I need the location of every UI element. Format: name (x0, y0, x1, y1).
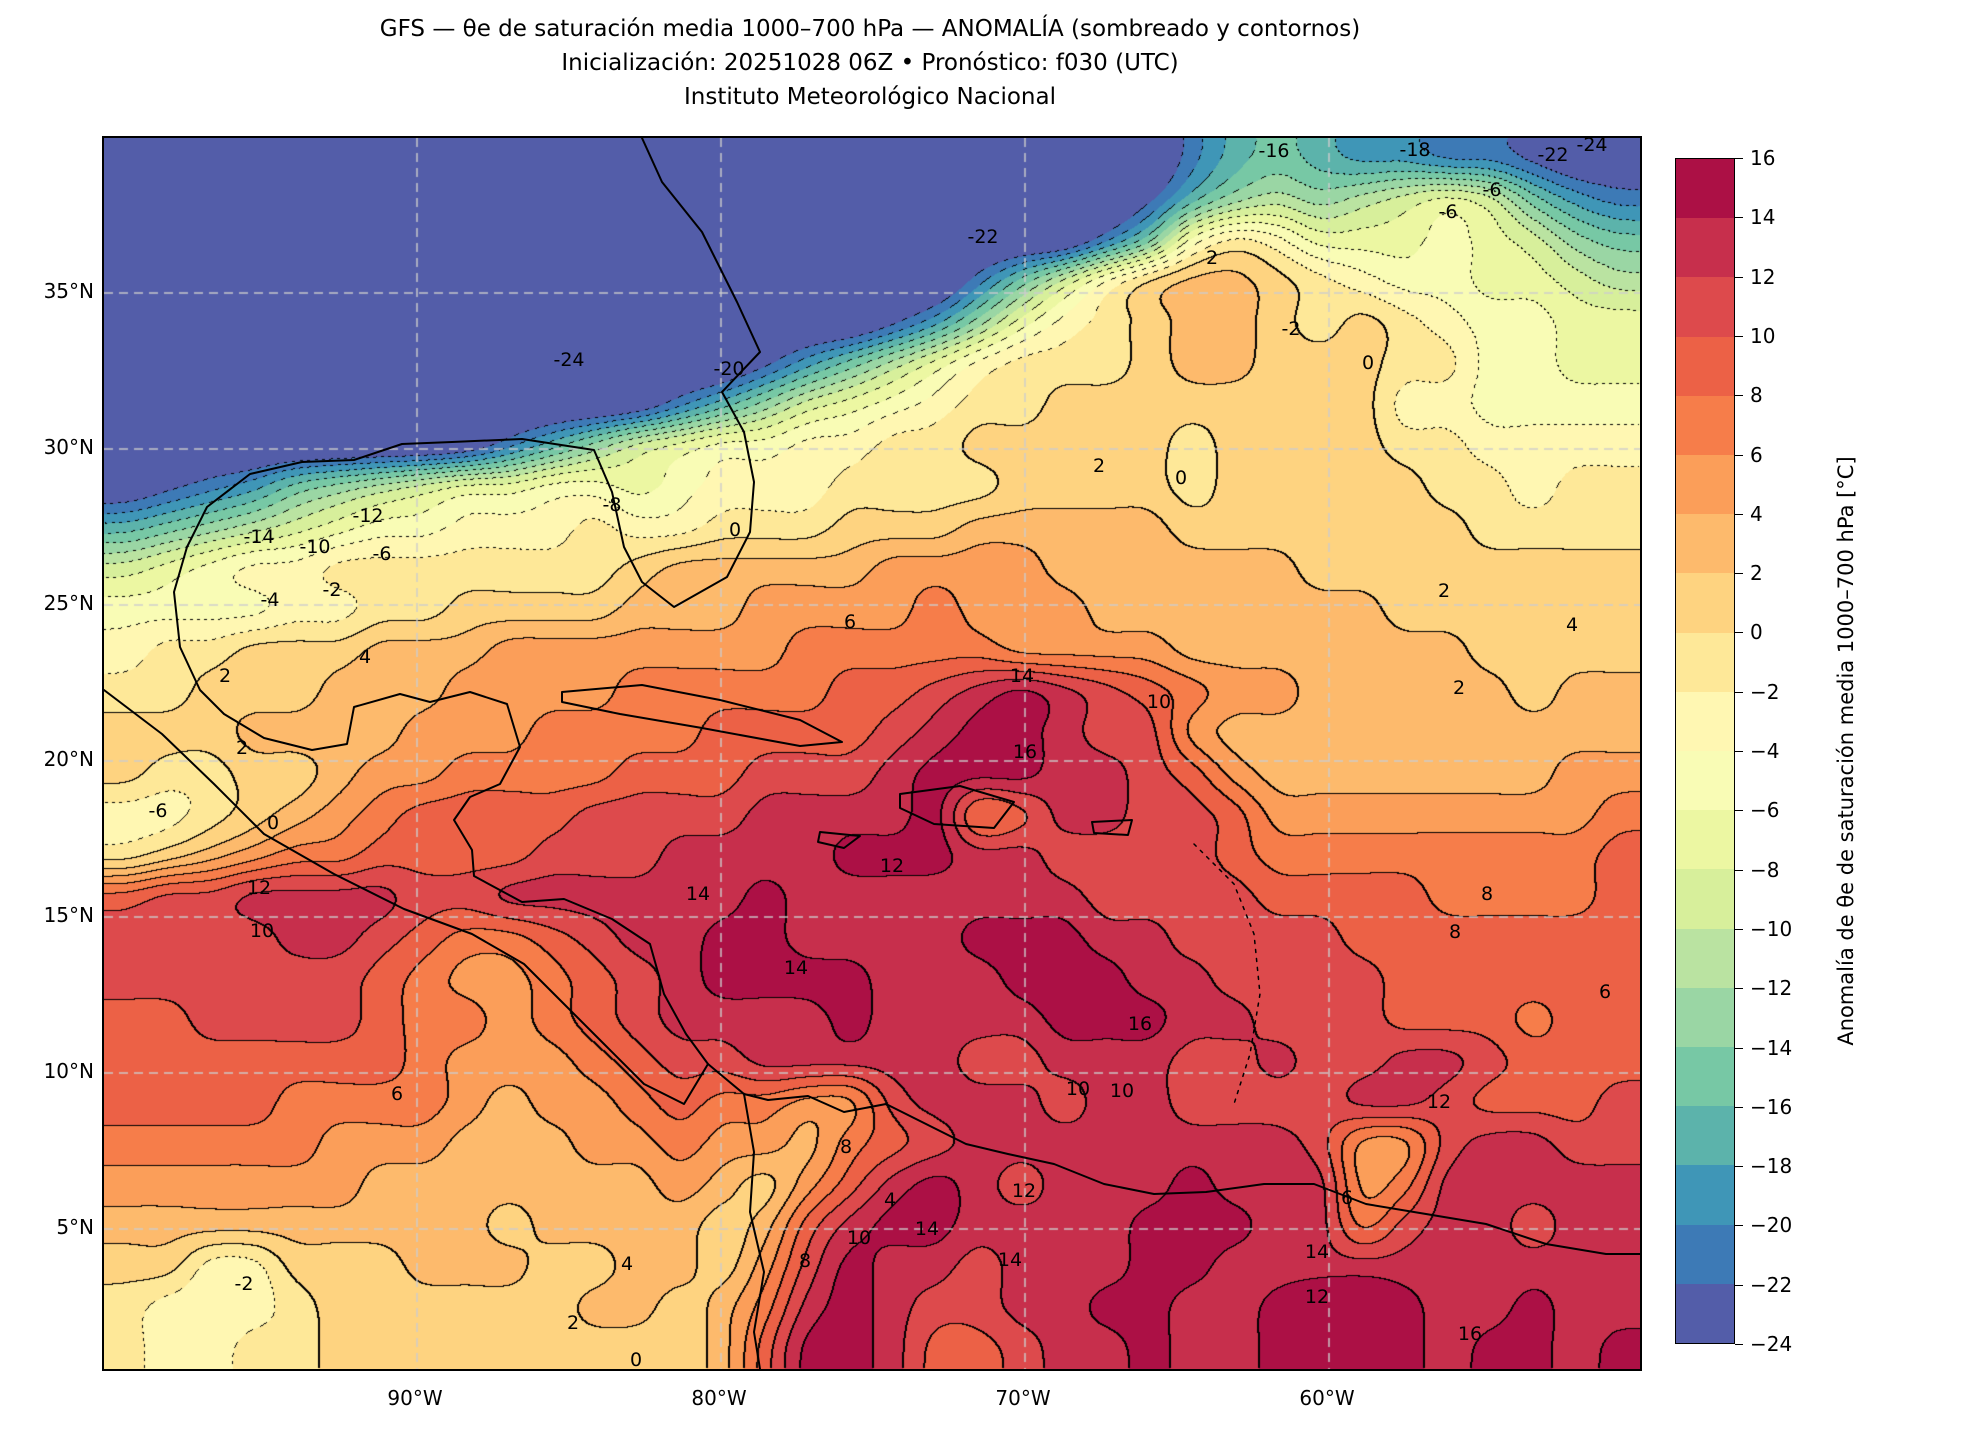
colorbar-tick-label: 6 (1750, 442, 1763, 467)
colorbar-tick-label: 8 (1750, 383, 1763, 408)
x-axis-tick-label: 90°W (387, 1386, 443, 1410)
colorbar-tickmark (1735, 335, 1743, 337)
colorbar-segment (1676, 573, 1734, 633)
colorbar-tickmark (1735, 1344, 1743, 1345)
x-axis-tick-label: 60°W (1299, 1386, 1355, 1410)
anomaly-shading-canvas (104, 138, 1640, 1369)
colorbar-segment (1676, 691, 1734, 752)
colorbar (1675, 158, 1735, 1344)
colorbar-tickmark (1735, 158, 1743, 159)
colorbar-tick-label: −6 (1750, 798, 1780, 823)
colorbar-tick-label: 4 (1750, 501, 1763, 526)
colorbar-segment (1676, 1047, 1734, 1107)
chart-title: GFS — θe de saturación media 1000–700 hP… (379, 16, 1361, 42)
colorbar-tick-label: 14 (1750, 205, 1776, 230)
y-axis-tick-label: 25°N (43, 591, 94, 615)
colorbar-tick-label: 10 (1750, 323, 1776, 348)
colorbar-tick-label: −8 (1750, 857, 1780, 882)
colorbar-tick-label: −4 (1750, 739, 1780, 763)
colorbar-segment (1676, 632, 1734, 692)
colorbar-segment (1676, 1224, 1734, 1284)
colorbar-tickmark (1735, 395, 1743, 397)
colorbar-segment (1676, 869, 1734, 929)
colorbar-tick-label: 16 (1750, 146, 1776, 170)
colorbar-tickmark (1735, 573, 1743, 575)
colorbar-tickmark (1735, 513, 1743, 515)
colorbar-segment (1676, 987, 1734, 1048)
colorbar-segment (1676, 514, 1734, 574)
colorbar-tickmark (1735, 1166, 1743, 1168)
colorbar-tick-label: −2 (1750, 679, 1780, 704)
chart-institution: Instituto Meteorológico Nacional (684, 84, 1056, 110)
colorbar-tickmark (1735, 217, 1743, 219)
colorbar-segment (1676, 336, 1734, 396)
colorbar-segment (1676, 455, 1734, 515)
colorbar-tickmark (1735, 454, 1743, 456)
colorbar-segment (1676, 277, 1734, 337)
colorbar-tick-label: −10 (1750, 916, 1793, 941)
colorbar-tickmark (1735, 1225, 1743, 1227)
colorbar-tickmark (1735, 1106, 1743, 1108)
colorbar-tickmark (1735, 988, 1743, 990)
colorbar-tick-label: 2 (1750, 561, 1763, 586)
colorbar-axis-label: Anomalía de θe de saturación media 1000–… (1834, 456, 1858, 1046)
colorbar-segment (1676, 218, 1734, 278)
y-axis-tick-label: 35°N (43, 279, 94, 303)
colorbar-segment (1676, 1106, 1734, 1166)
map-plot-area: -16 -18 -22 -24 -6 -6 -22 -20 -24 2 -2 0 -8 0 -10 -6 -4-… (102, 134, 1642, 1371)
y-axis-tick-label: 30°N (43, 435, 94, 459)
colorbar-segment (1676, 159, 1734, 219)
colorbar-tickmark (1735, 632, 1743, 634)
colorbar-tick-label: −22 (1750, 1272, 1793, 1297)
colorbar-tickmark (1735, 1047, 1743, 1049)
colorbar-segment (1676, 395, 1734, 456)
colorbar-tick-label: −16 (1750, 1094, 1793, 1119)
colorbar-tickmark (1735, 751, 1743, 752)
colorbar-tickmark (1735, 276, 1743, 278)
colorbar-tickmark (1735, 691, 1743, 693)
x-axis-tick-label: 80°W (691, 1386, 747, 1410)
colorbar-tick-label: −20 (1750, 1213, 1793, 1238)
colorbar-tick-label: −14 (1750, 1035, 1793, 1060)
colorbar-segment (1676, 810, 1734, 870)
x-axis-tick-label: 70°W (995, 1386, 1051, 1410)
colorbar-tickmark (1735, 1284, 1743, 1286)
y-axis-tick-label: 10°N (43, 1059, 94, 1083)
colorbar-tick-label: −12 (1750, 976, 1793, 1001)
colorbar-tick-label: 12 (1750, 264, 1776, 289)
chart-subtitle-init-forecast: Inicialización: 20251028 06Z • Pronóstic… (561, 50, 1179, 76)
y-axis-tick-label: 15°N (43, 903, 94, 927)
colorbar-tickmark (1735, 869, 1743, 871)
y-axis-tick-label: 20°N (43, 747, 94, 771)
colorbar-tick-label: −18 (1750, 1154, 1793, 1179)
colorbar-tickmark (1735, 928, 1743, 930)
colorbar-tickmark (1735, 810, 1743, 812)
colorbar-segment (1676, 1283, 1734, 1344)
colorbar-tick-label: 0 (1750, 620, 1763, 645)
colorbar-segment (1676, 751, 1734, 811)
colorbar-tick-label: −24 (1750, 1332, 1793, 1356)
colorbar-segment (1676, 1165, 1734, 1225)
colorbar-segment (1676, 928, 1734, 988)
y-axis-tick-label: 5°N (56, 1215, 94, 1239)
